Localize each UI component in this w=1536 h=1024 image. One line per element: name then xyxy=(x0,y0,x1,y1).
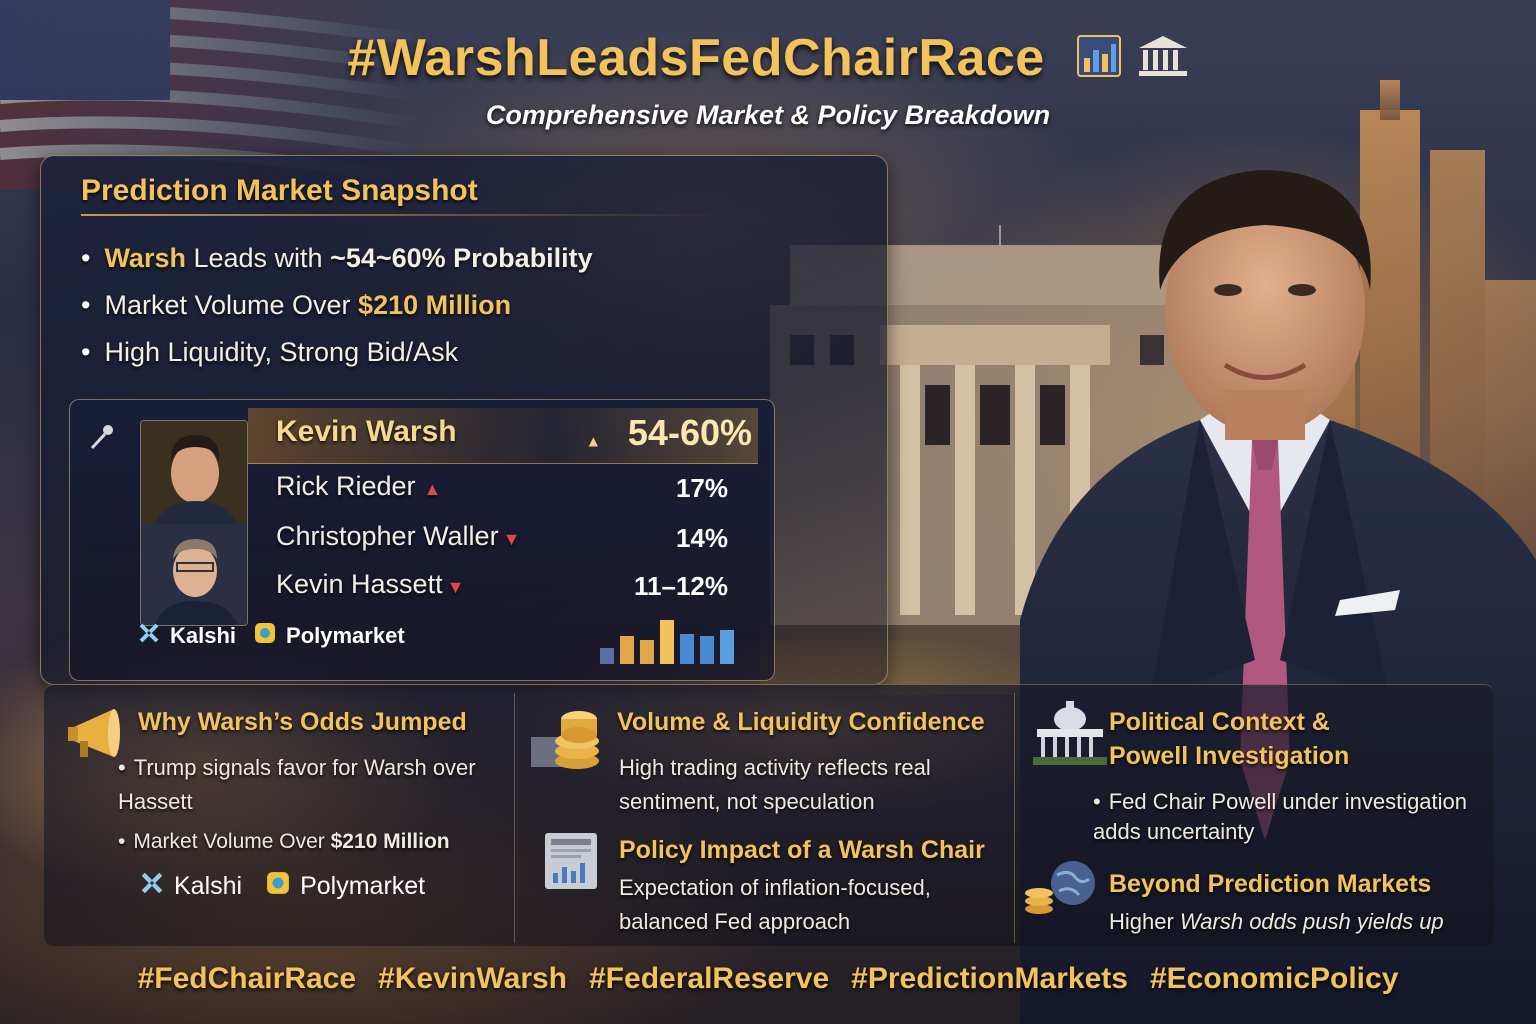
bank-icon xyxy=(1138,36,1187,77)
bullet-strong: $210 Million xyxy=(358,290,512,320)
political-bullet: Fed Chair Powell under investigation add… xyxy=(1093,787,1493,847)
why-bullet-trump: Trump signals favor for Warsh over Hasse… xyxy=(118,751,478,819)
source-kalshi: Kalshi xyxy=(170,623,237,648)
main-title-text: #WarshLeadsFedChairRace xyxy=(347,29,1045,87)
trend-down-icon: ▼ xyxy=(502,529,521,549)
political-title-line1: Political Context & xyxy=(1109,708,1330,736)
volume-title: Volume & Liquidity Confidence xyxy=(617,708,985,736)
bullet-text: Leads with xyxy=(185,243,331,273)
candidate-name: Christopher Waller xyxy=(276,521,499,551)
political-context-column: Political Context & Powell Investigation… xyxy=(1015,685,1494,947)
candidate-name-warsh: Kevin Warsh xyxy=(276,415,457,448)
policy-title: Policy Impact of a Warsh Chair xyxy=(619,836,985,864)
candidate-row-rieder: Rick Rieder ▲ xyxy=(276,471,441,502)
candidate-odds-box: Kevin Warsh ▲ 54-60% Rick Rieder ▲ 17% Ch… xyxy=(69,399,775,681)
mini-bar-chart-icon xyxy=(600,620,734,664)
hashtag-bar: #FedChairRace #KevinWarsh #FederalReserv… xyxy=(0,962,1536,996)
candidate-photos xyxy=(140,420,248,626)
bullet-liquidity: High Liquidity, Strong Bid/Ask xyxy=(81,332,593,379)
snapshot-bullets: Warsh Leads with ~54~60% Probability Mar… xyxy=(81,238,593,379)
title-icons xyxy=(1076,31,1189,91)
analysis-panel: Why Warsh’s Odds Jumped Trump signals fa… xyxy=(44,684,1494,946)
capitol-building-icon xyxy=(1033,701,1107,765)
candidate-pct-warsh: 54-60% xyxy=(627,412,752,453)
megaphone-icon xyxy=(68,709,120,757)
candidate-row-hassett: Kevin Hassett ▼ xyxy=(276,569,464,600)
title-divider xyxy=(81,214,721,216)
trend-up-icon: ▲ xyxy=(423,479,442,499)
column-divider xyxy=(1014,693,1015,943)
beyond-text-italic: Warsh odds push yields up xyxy=(1179,909,1444,934)
polymarket-logo-icon xyxy=(254,622,276,650)
why-bullet-volume-amount: $210 Million xyxy=(330,830,450,853)
subtitle: Comprehensive Market & Policy Breakdown xyxy=(485,100,1051,130)
candidate-pct-rieder: 17% xyxy=(675,473,728,503)
report-chart-icon xyxy=(545,833,597,889)
candidate-pct-hassett: 11–12% xyxy=(634,571,728,601)
hashtag[interactable]: #EconomicPolicy xyxy=(1149,962,1399,995)
why-sources: Kalshi Polymarket xyxy=(140,871,425,902)
lead-candidate-highlight xyxy=(248,408,758,464)
policy-text: Expectation of inflation-focused, balanc… xyxy=(619,875,931,934)
candidate-pct-waller: 14% xyxy=(675,523,728,553)
snapshot-title: Prediction Market Snapshot xyxy=(81,174,478,207)
microphone-icon xyxy=(90,425,113,450)
source-polymarket: Polymarket xyxy=(300,872,426,900)
volume-policy-column: Volume & Liquidity Confidence High tradi… xyxy=(515,685,1013,947)
bullet-market-volume: Market Volume Over $210 Million xyxy=(81,285,593,332)
bullet-text: High Liquidity, Strong Bid/Ask xyxy=(104,337,459,367)
polymarket-logo-icon xyxy=(266,871,290,902)
kalshi-logo-icon xyxy=(138,622,160,650)
bullet-strong: ~54~60% Probability xyxy=(330,243,593,273)
beyond-title: Beyond Prediction Markets xyxy=(1109,870,1432,898)
bullet-warsh-leads: Warsh Leads with ~54~60% Probability xyxy=(81,238,593,285)
hashtag[interactable]: #KevinWarsh xyxy=(378,962,567,995)
why-bullet-volume: Market Volume Over $210 Million xyxy=(118,825,498,859)
beyond-text-plain: Higher xyxy=(1109,909,1180,934)
trend-down-icon: ▼ xyxy=(446,577,465,597)
candidate-name: Rick Rieder xyxy=(276,471,416,501)
kalshi-logo-icon xyxy=(140,871,164,902)
why-odds-jumped-column: Why Warsh’s Odds Jumped Trump signals fa… xyxy=(44,685,514,947)
trend-up-icon: ▲ xyxy=(588,434,598,448)
source-kalshi: Kalshi xyxy=(174,872,243,900)
hashtag[interactable]: #PredictionMarkets xyxy=(851,962,1128,995)
prediction-market-snapshot-panel: Prediction Market Snapshot Warsh Leads w… xyxy=(40,155,888,685)
volume-text: High trading activity reflects real sent… xyxy=(619,755,931,814)
coins-stack-icon xyxy=(531,711,599,769)
candidate-row-waller: Christopher Waller ▼ xyxy=(276,521,520,552)
hashtag[interactable]: #FedChairRace xyxy=(137,962,357,995)
candidate-name: Kevin Hassett xyxy=(276,569,443,599)
column-divider xyxy=(514,693,515,943)
why-title: Why Warsh’s Odds Jumped xyxy=(138,708,467,736)
market-sources: Kalshi Polymarket xyxy=(138,622,405,650)
political-title-line2: Powell Investigation xyxy=(1109,742,1350,770)
bullet-text: Market Volume Over xyxy=(104,290,359,320)
bullet-strong: Warsh xyxy=(104,243,186,273)
source-polymarket: Polymarket xyxy=(286,623,405,648)
bar-chart-icon xyxy=(1076,35,1121,78)
beyond-text: Higher Warsh odds push yields up xyxy=(1109,905,1444,939)
hashtag[interactable]: #FederalReserve xyxy=(589,962,830,995)
globe-coins-icon xyxy=(1025,861,1095,914)
why-bullet-volume-text: Market Volume Over xyxy=(133,830,331,853)
candidate-photo-images xyxy=(141,421,247,625)
main-title: #WarshLeadsFedChairRace xyxy=(0,28,1536,91)
